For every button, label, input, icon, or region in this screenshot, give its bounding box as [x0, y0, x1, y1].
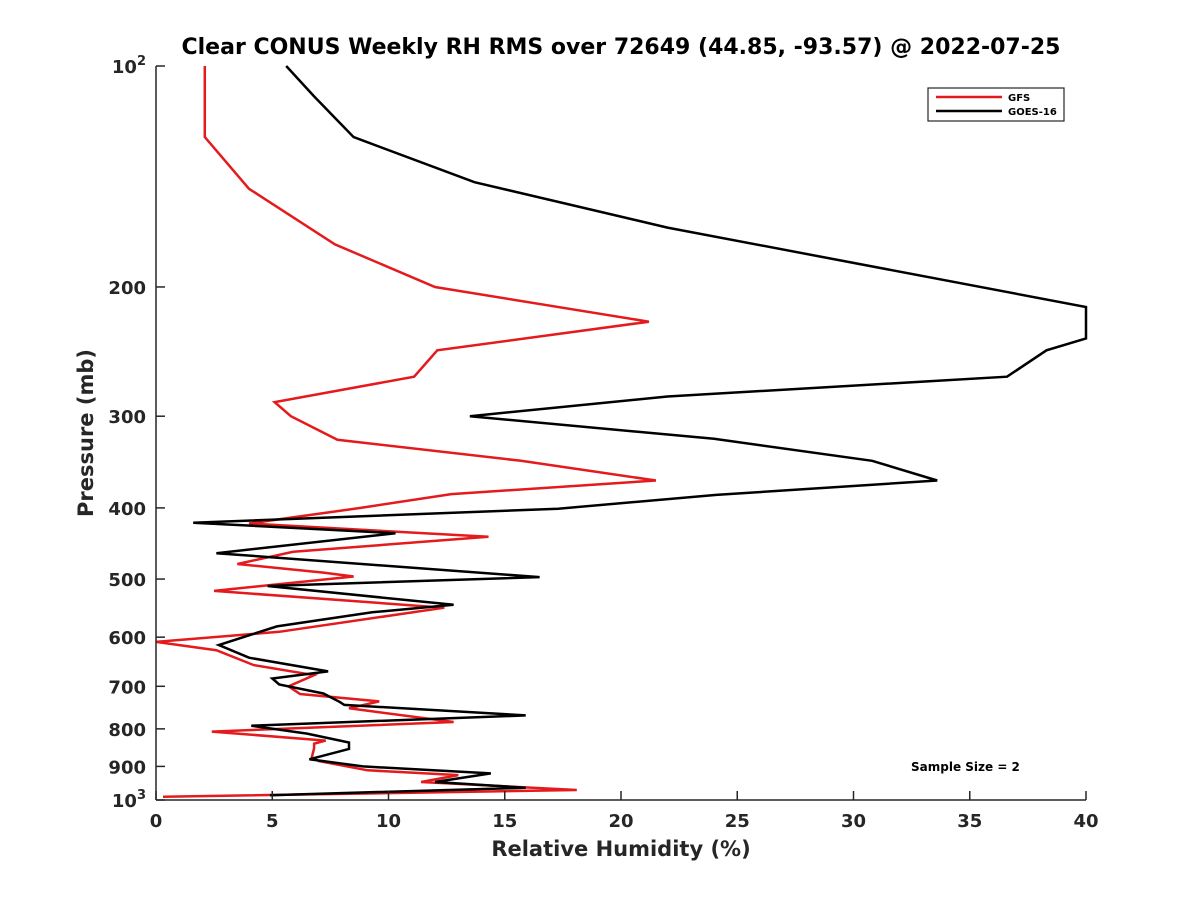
series-line-goes16: [193, 65, 1088, 797]
y-tick-label: 600: [108, 628, 146, 649]
x-tick-label: 5: [266, 811, 279, 832]
y-tick-label: 400: [108, 499, 146, 520]
x-ticks: 0 5 10 15 20 25 30 35 40: [150, 791, 1099, 832]
x-axis-title: Relative Humidity (%): [491, 837, 750, 861]
legend-box: [927, 87, 1065, 122]
sample-size-annotation: Sample Size = 2: [911, 760, 1020, 774]
y-tick-label: 900: [108, 757, 146, 778]
y-tick-label: 300: [108, 407, 146, 428]
legend: GFS GOES-16: [927, 87, 1065, 122]
x-tick-label: 10: [376, 811, 401, 832]
x-tick-label: 40: [1073, 811, 1098, 832]
x-tick-label: 20: [608, 811, 633, 832]
series-group: [155, 65, 1088, 799]
x-tick-label: 25: [725, 811, 750, 832]
series-line-gfs: [155, 66, 657, 799]
legend-label-gfs: GFS: [1008, 93, 1030, 104]
y-tick-label: 102: [112, 54, 146, 78]
y-tick-label: 700: [108, 677, 146, 698]
x-tick-label: 30: [841, 811, 866, 832]
y-tick-label: 500: [108, 570, 146, 591]
x-tick-label: 35: [957, 811, 982, 832]
y-tick-label: 800: [108, 720, 146, 741]
x-tick-label: 15: [492, 811, 517, 832]
y-ticks: 102 200 300 400 500 600 700 800 900 103: [108, 54, 165, 812]
y-tick-label: 103: [112, 788, 146, 812]
x-tick-label: 0: [150, 811, 163, 832]
y-axis-title: Pressure (mb): [74, 349, 98, 517]
y-tick-label: 200: [108, 278, 146, 299]
legend-label-goes16: GOES-16: [1008, 107, 1057, 118]
chart-title: Clear CONUS Weekly RH RMS over 72649 (44…: [182, 35, 1061, 60]
